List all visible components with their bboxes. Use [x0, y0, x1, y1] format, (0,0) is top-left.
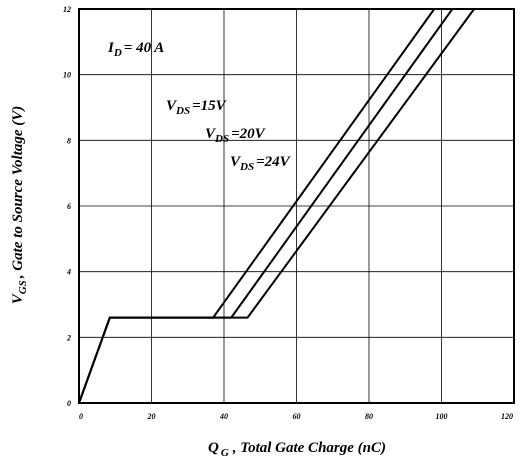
vds-24v-label: VDS =24V — [230, 154, 292, 173]
y-tick-label: 4 — [66, 268, 71, 277]
x-tick-label: 20 — [147, 412, 156, 421]
x-tick-label: 40 — [219, 412, 228, 421]
x-tick-labels: 0 20 40 60 80 100 120 — [79, 412, 513, 421]
vds-20v-label: VDS =20V — [205, 126, 267, 145]
y-tick-label: 0 — [67, 399, 71, 408]
y-axis-title: VGS, Gate to Source Voltage (V) — [10, 106, 29, 305]
y-tick-label: 10 — [63, 71, 71, 80]
grid-lines — [78, 8, 515, 404]
plot-frame — [78, 8, 515, 404]
id-annotation: ID = 40 A — [107, 40, 164, 59]
y-tick-label: 6 — [67, 202, 71, 211]
y-tick-label: 12 — [63, 5, 71, 14]
x-tick-label: 60 — [293, 412, 301, 421]
y-tick-label: 8 — [67, 136, 71, 145]
series-line-2 — [78, 8, 475, 404]
x-tick-label: 120 — [501, 412, 513, 421]
x-tick-label: 80 — [365, 412, 373, 421]
x-tick-label: 100 — [436, 412, 448, 421]
series-group — [78, 8, 475, 404]
y-tick-labels: 0 2 4 6 8 10 12 — [63, 5, 71, 408]
vds-15v-label: VDS =15V — [166, 98, 228, 117]
y-tick-label: 2 — [66, 333, 71, 342]
x-tick-label: 0 — [79, 412, 83, 421]
